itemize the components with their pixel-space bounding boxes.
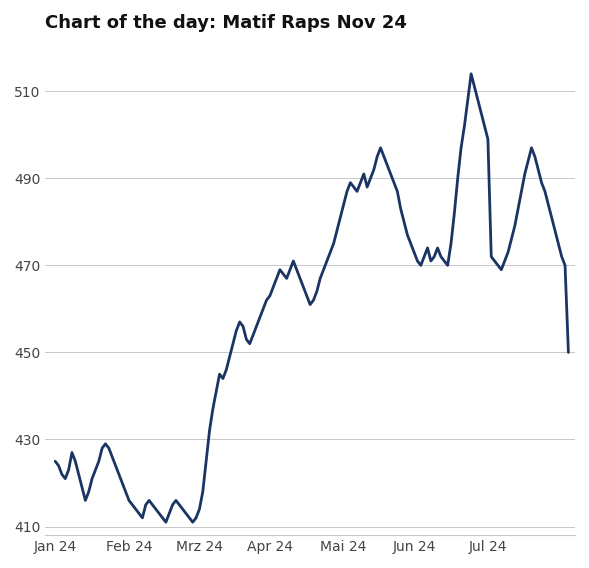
Text: Chart of the day: Matif Raps Nov 24: Chart of the day: Matif Raps Nov 24 [45,14,407,32]
